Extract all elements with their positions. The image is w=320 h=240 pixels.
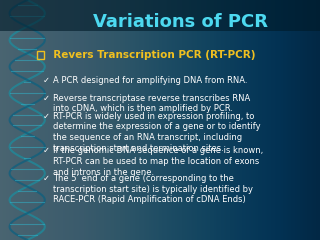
Text: RT-PCR is widely used in expression profiling, to
determine the expression of a : RT-PCR is widely used in expression prof… <box>53 112 260 153</box>
Text: ✓: ✓ <box>43 94 50 103</box>
Text: Reverse transcriptase reverse transcribes RNA
into cDNA, which is then amplified: Reverse transcriptase reverse transcribe… <box>53 94 250 113</box>
Text: ✓: ✓ <box>43 112 50 120</box>
Text: If the genomic DNA sequence of a gene is known,
RT-PCR can be used to map the lo: If the genomic DNA sequence of a gene is… <box>53 146 263 177</box>
Text: Revers Transcription PCR (RT-PCR): Revers Transcription PCR (RT-PCR) <box>46 50 256 60</box>
Text: Variations of PCR: Variations of PCR <box>93 13 268 31</box>
Text: The 5’ end of a gene (corresponding to the
transcription start site) is typicall: The 5’ end of a gene (corresponding to t… <box>53 174 253 204</box>
Text: ✓: ✓ <box>43 174 50 183</box>
Text: ✓: ✓ <box>43 76 50 85</box>
Text: ✓: ✓ <box>43 146 50 156</box>
Text: A PCR designed for amplifying DNA from RNA.: A PCR designed for amplifying DNA from R… <box>53 76 247 85</box>
FancyBboxPatch shape <box>0 0 320 31</box>
